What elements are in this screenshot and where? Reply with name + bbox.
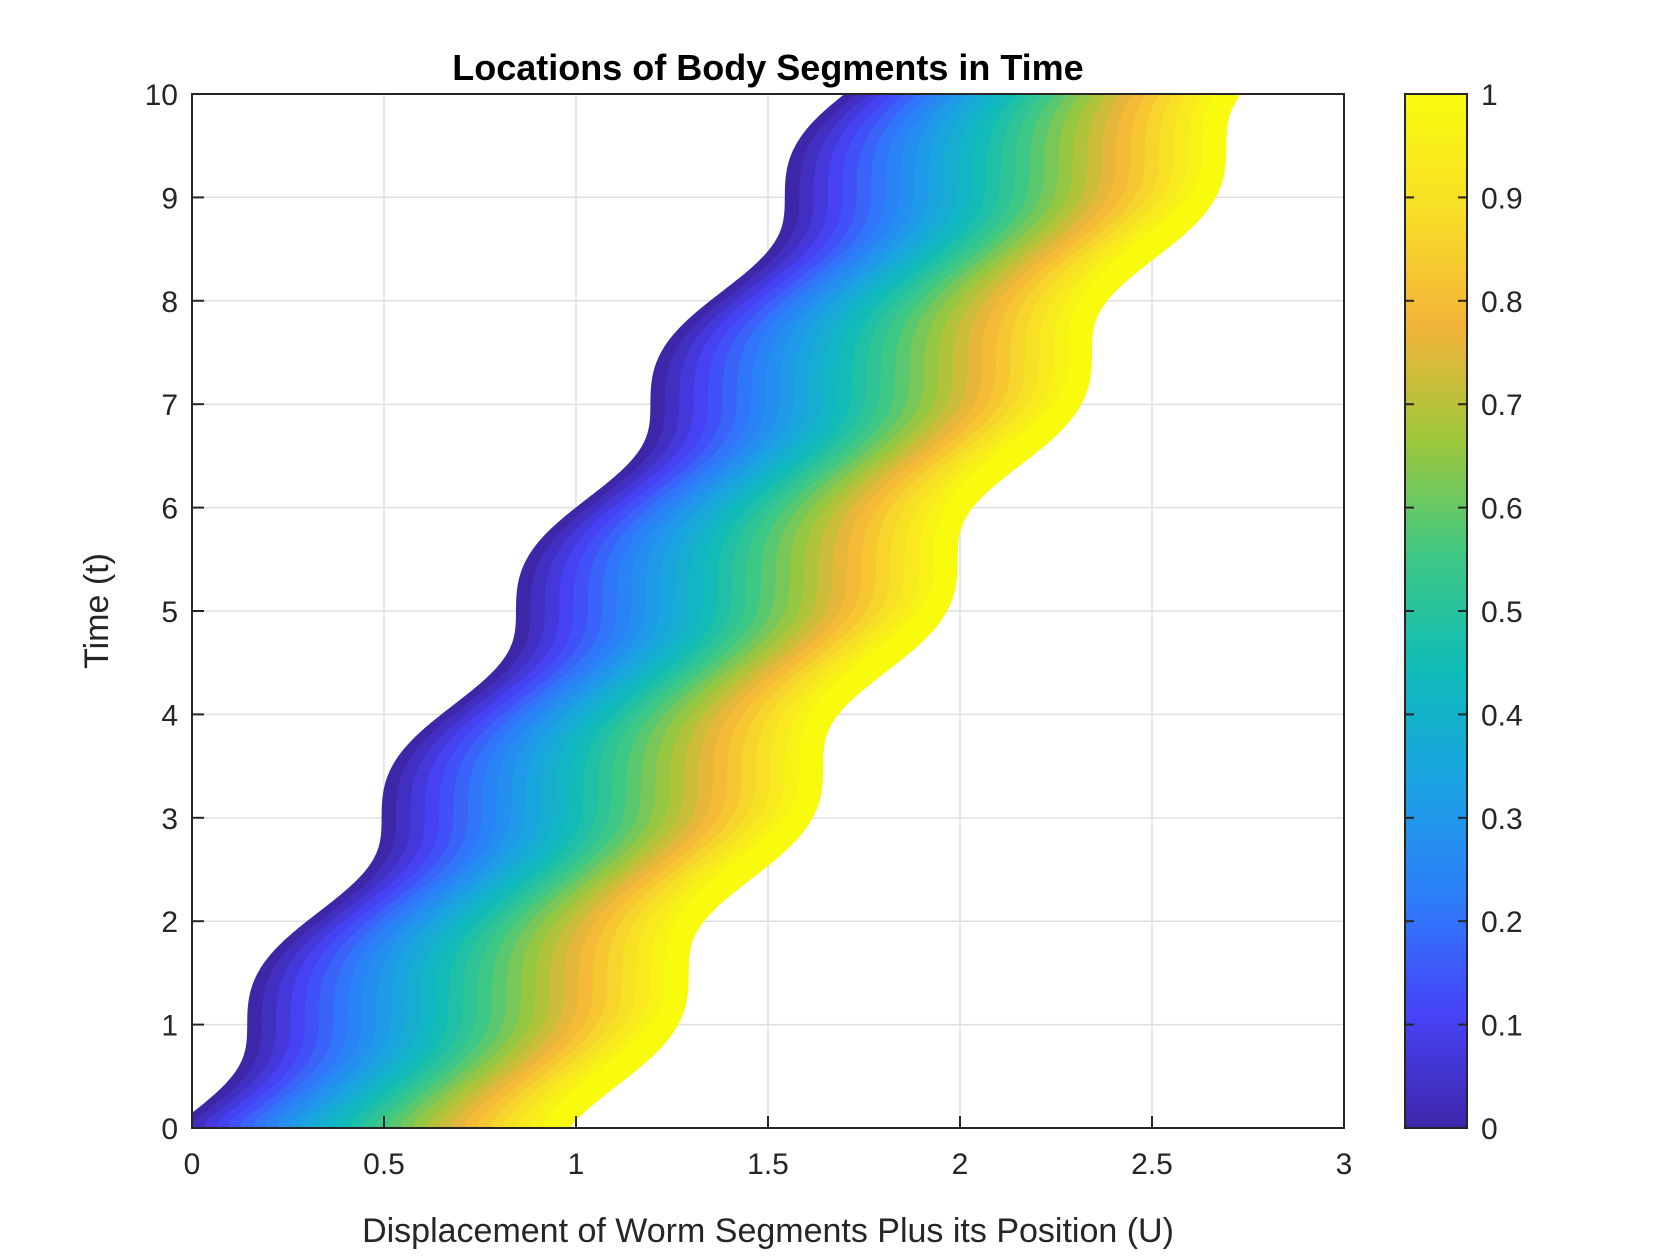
colorbar: 0 0.1 0.2 0.3 0.4 0.5 0.6 0.7 0.8 0.9 1	[1404, 79, 1523, 1146]
colorbar-tick-label: 0.4	[1481, 699, 1523, 732]
x-tick-label: 2	[952, 1148, 969, 1181]
series-layer	[192, 94, 1239, 1128]
y-tick-label: 1	[161, 1010, 178, 1043]
y-tick-label: 9	[161, 182, 178, 215]
colorbar-ticks: 0 0.1 0.2 0.3 0.4 0.5 0.6 0.7 0.8 0.9 1	[1405, 79, 1523, 1146]
segment-trace	[542, 94, 1239, 1128]
colorbar-tick-label: 0.7	[1481, 389, 1523, 422]
x-tick-label: 2.5	[1131, 1148, 1173, 1181]
y-axis-label: Time (t)	[78, 553, 116, 669]
y-tick-label: 6	[161, 493, 178, 526]
x-tick-label: 1	[568, 1148, 585, 1181]
x-tick-label: 0.5	[363, 1148, 405, 1181]
y-tick-label: 10	[145, 79, 178, 112]
colorbar-tick-label: 0.1	[1481, 1010, 1523, 1043]
chart-title: Locations of Body Segments in Time	[452, 47, 1083, 88]
x-axis: 0 0.5 1 1.5 2 2.5 3	[184, 1116, 1353, 1181]
y-tick-label: 0	[161, 1113, 178, 1146]
colorbar-tick-label: 1	[1481, 79, 1498, 112]
y-tick-label: 8	[161, 286, 178, 319]
x-tick-label: 0	[184, 1148, 201, 1181]
colorbar-tick-label: 0.9	[1481, 182, 1523, 215]
colorbar-bar	[1404, 93, 1468, 1129]
x-axis-label: Displacement of Worm Segments Plus its P…	[362, 1212, 1174, 1250]
y-tick-label: 2	[161, 906, 178, 939]
colorbar-tick-label: 0	[1481, 1113, 1498, 1146]
y-tick-label: 7	[161, 389, 178, 422]
y-tick-label: 5	[161, 596, 178, 629]
y-tick-label: 3	[161, 803, 178, 836]
colorbar-tick-label: 0.5	[1481, 596, 1523, 629]
y-axis: 0 1 2 3 4 5 6 7 8 9 10	[145, 79, 204, 1146]
x-tick-label: 3	[1336, 1148, 1353, 1181]
colorbar-tick-label: 0.6	[1481, 493, 1523, 526]
colorbar-tick-label: 0.8	[1481, 286, 1523, 319]
colorbar-tick-label: 0.3	[1481, 803, 1523, 836]
x-tick-label: 1.5	[747, 1148, 789, 1181]
colorbar-tick-label: 0.2	[1481, 906, 1523, 939]
y-tick-label: 4	[161, 699, 178, 732]
